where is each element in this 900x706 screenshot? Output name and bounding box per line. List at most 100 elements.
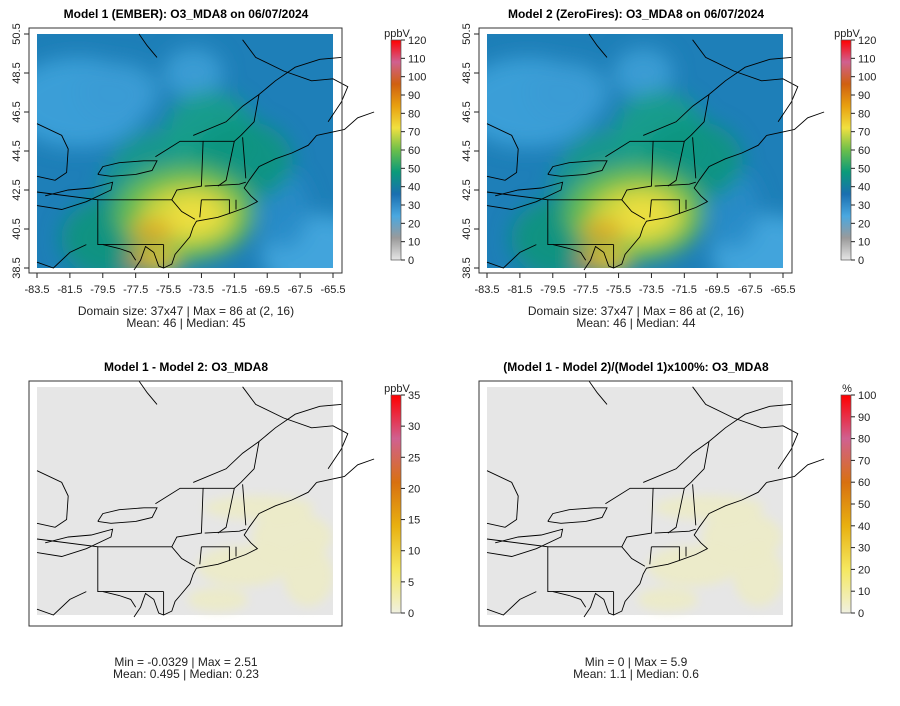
colorbar-tick-label: 30 [858,200,870,212]
state-border [486,244,537,269]
state-border [651,199,680,214]
colorbar-tick-label: 100 [858,390,876,402]
colorbar-tick-label: 10 [408,546,420,558]
colorbar-tick-label: 70 [858,127,870,139]
colorbar-tick-label: 5 [408,577,414,589]
panel-title: Model 1 - Model 2: O3_MDA8 [104,360,268,374]
state-border [199,199,202,218]
coastline [486,181,564,210]
y-tick-label: 48.5 [11,62,23,83]
colorbar-tick-label: 20 [408,483,420,495]
state-border [199,546,202,565]
map-panel-1: Model 1 (EMBER): O3_MDA8 on 06/07/2024 -8… [11,7,426,330]
coastline [193,56,342,136]
colorbar [840,394,852,614]
colorbar-tick-label: 110 [408,53,426,65]
state-border [217,141,235,187]
colorbar-tick-label: 70 [858,455,870,467]
state-border [649,199,652,218]
coastline [583,482,767,618]
state-border [486,591,537,616]
colorbar-tick-label: 50 [858,499,870,511]
raster-blob [613,48,674,98]
raster-blob [140,250,181,268]
x-tick-label: -65.5 [320,284,345,296]
y-tick-label: 38.5 [461,257,473,278]
raster-blob [79,62,160,123]
colorbar-tick-label: 10 [408,237,420,249]
colorbar-tick-label: 80 [408,108,420,120]
state-border [486,191,614,246]
state-border [36,191,164,246]
colorbar [840,39,852,261]
y-tick-label: 44.5 [11,140,23,161]
x-tick-label: -67.5 [288,284,313,296]
x-tick-label: -65.5 [770,284,795,296]
colorbar-tick-label: 90 [858,90,870,102]
data-raster [487,34,783,268]
x-tick-label: -81.5 [57,284,82,296]
raster-blob [580,220,625,241]
colorbar-tick-label: 60 [858,477,870,489]
state-border [242,484,247,526]
y-tick-label: 42.5 [461,179,473,200]
y-tick-label: 50.5 [11,23,23,44]
coastline [138,33,158,58]
state-border [97,199,196,220]
colorbar-tick-label: 25 [408,452,420,464]
state-border [102,591,137,608]
x-tick-label: -73.5 [639,284,664,296]
state-border [654,528,696,534]
x-tick-label: -67.5 [738,284,763,296]
colorbar-tick-label: 80 [858,108,870,120]
colorbar-tick-label: 100 [408,72,426,84]
coastline [36,528,114,557]
state-border [36,244,87,269]
state-border [692,484,697,526]
raster-blob [733,546,783,606]
y-tick-label: 42.5 [11,179,23,200]
y-tick-label: 48.5 [461,62,473,83]
state-border [155,487,204,548]
coastline [97,507,158,524]
state-border [667,141,685,187]
x-tick-label: -77.5 [573,284,598,296]
colorbar-tick-label: 20 [858,564,870,576]
panel-title: (Model 1 - Model 2)/(Model 1)x100%: O3_M… [503,360,769,374]
colorbar-tick-label: 10 [858,237,870,249]
colorbar-tick-label: 40 [858,521,870,533]
stats-line-1: Domain size: 37x47 | Max = 86 at (2, 16) [528,304,744,318]
y-tick-label: 46.5 [11,101,23,122]
colorbar-tick-label: 110 [858,53,876,65]
state-border [547,546,646,567]
stats-line-1: Domain size: 37x47 | Max = 86 at (2, 16) [78,304,294,318]
state-border [651,546,680,561]
coastline [486,123,519,181]
state-border [486,538,614,593]
colorbar-tick-label: 40 [858,182,870,194]
raster-blob [130,220,175,241]
coastline [766,111,825,136]
colorbar [390,394,402,614]
panel-title: Model 2 (ZeroFires): O3_MDA8 on 06/07/20… [508,7,764,21]
colorbar-tick-label: 50 [408,163,420,175]
state-border [667,488,685,534]
colorbar-tick-label: 120 [408,35,426,47]
colorbar-tick-label: 100 [858,72,876,84]
state-border [547,199,646,220]
colorbar-tick-label: 60 [408,145,420,157]
colorbar-tick-label: 15 [408,515,420,527]
stats-line-1: Min = -0.0329 | Max = 2.51 [114,655,258,669]
colorbar-tick-label: 70 [408,127,420,139]
colorbar-tick-label: 30 [858,543,870,555]
coastline [588,33,608,58]
coastline [36,470,69,528]
x-tick-label: -79.5 [90,284,115,296]
data-raster [37,34,333,268]
state-border [203,94,260,142]
stats-line-1: Min = 0 | Max = 5.9 [585,655,688,669]
x-tick-label: -75.5 [156,284,181,296]
state-border [102,244,137,261]
raster-blob [590,250,631,268]
